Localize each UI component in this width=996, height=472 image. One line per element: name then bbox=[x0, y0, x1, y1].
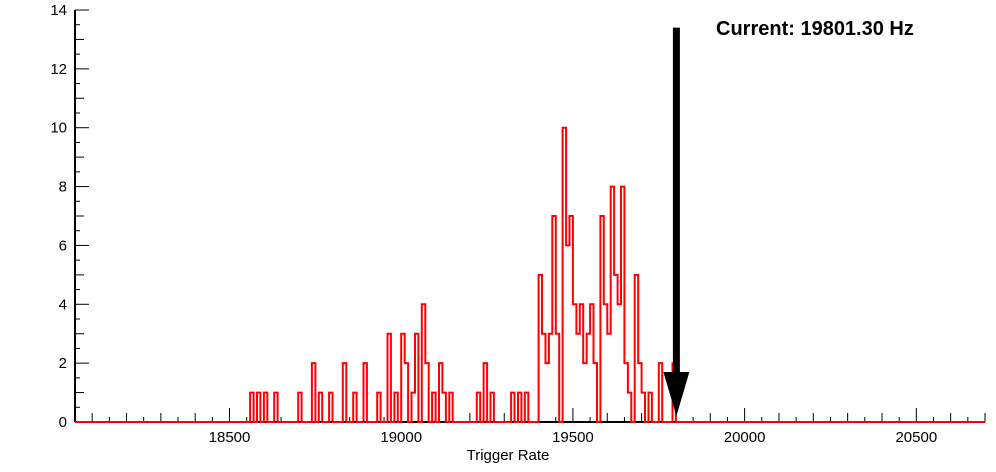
y-tick-label: 14 bbox=[50, 2, 67, 19]
x-axis-title: Trigger Rate bbox=[466, 447, 550, 464]
x-tick-label: 19000 bbox=[380, 429, 422, 446]
x-tick-label: 20000 bbox=[724, 429, 766, 446]
y-tick-label: 6 bbox=[59, 237, 67, 254]
y-tick-label: 10 bbox=[50, 120, 67, 137]
y-tick-label: 8 bbox=[59, 179, 67, 196]
x-tick-label: 19500 bbox=[552, 429, 594, 446]
current-rate-annotation: Current: 19801.30 Hz bbox=[716, 18, 914, 40]
y-tick-label: 4 bbox=[59, 296, 67, 313]
x-tick-label: 20500 bbox=[895, 429, 937, 446]
y-tick-label: 12 bbox=[50, 61, 67, 78]
histogram-line bbox=[75, 126, 985, 423]
y-tick-label: 0 bbox=[59, 414, 67, 431]
x-tick-label: 18500 bbox=[209, 429, 251, 446]
y-tick-label: 2 bbox=[59, 355, 67, 372]
current-rate-arrow-head bbox=[663, 371, 690, 417]
